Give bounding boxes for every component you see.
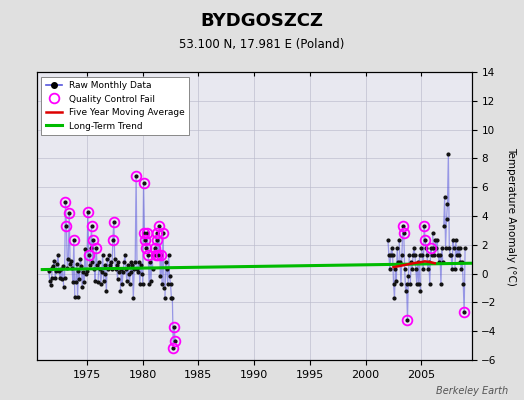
- Text: Berkeley Earth: Berkeley Earth: [436, 386, 508, 396]
- Text: 53.100 N, 17.981 E (Poland): 53.100 N, 17.981 E (Poland): [179, 38, 345, 51]
- Legend: Raw Monthly Data, Quality Control Fail, Five Year Moving Average, Long-Term Tren: Raw Monthly Data, Quality Control Fail, …: [41, 76, 190, 135]
- Y-axis label: Temperature Anomaly (°C): Temperature Anomaly (°C): [506, 146, 516, 286]
- Text: BYDGOSZCZ: BYDGOSZCZ: [201, 12, 323, 30]
